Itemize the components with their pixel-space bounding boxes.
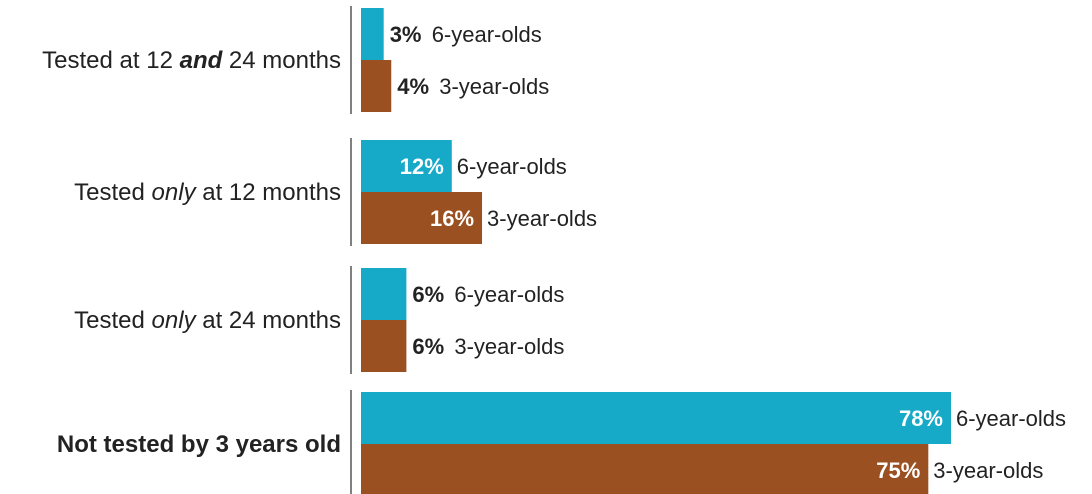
bar-3-year-olds-2 <box>361 192 483 244</box>
bar-labels: 3% 6-year-olds 4% 3-year-olds 12% 6-year-olds… <box>390 22 1066 483</box>
category-label-part: at 12 months <box>196 179 341 206</box>
category-label-part: Tested at 12 <box>42 47 179 74</box>
bar-3-year-olds-3 <box>361 320 407 372</box>
series-label-3-year-olds-2: 3-year-olds <box>487 206 597 231</box>
value-label-3-year-olds-2: 16% <box>430 206 474 231</box>
value-label-6-year-olds-3: 6% <box>412 282 444 307</box>
series-label-6-year-olds-2: 6-year-olds <box>457 154 567 179</box>
bars <box>361 8 951 494</box>
bar-6-year-olds-2 <box>361 140 452 192</box>
bar-6-year-olds-4 <box>361 392 951 444</box>
value-label-6-year-olds-2: 12% <box>400 154 444 179</box>
value-label-3-year-olds-4: 75% <box>876 458 920 483</box>
category-label-part: Tested <box>74 179 151 206</box>
category-label-3: Tested only at 24 months <box>74 307 341 334</box>
value-label-6-year-olds-4: 78% <box>899 406 943 431</box>
series-label-3-year-olds-1: 3-year-olds <box>439 74 549 99</box>
category-label-1: Tested at 12 and 24 months <box>42 47 341 74</box>
bar-3-year-olds-4 <box>361 444 929 494</box>
category-label-2: Tested only at 12 months <box>74 179 341 206</box>
category-label-part: Tested <box>74 307 151 334</box>
category-label-part: at 24 months <box>196 307 341 334</box>
category-label-part: only <box>152 179 198 206</box>
bar-6-year-olds-3 <box>361 268 407 320</box>
series-label-6-year-olds-4: 6-year-olds <box>956 406 1066 431</box>
category-label-part: and <box>180 47 224 74</box>
bar-6-year-olds-1 <box>361 8 384 60</box>
category-labels: Tested at 12 and 24 months Tested only at… <box>42 47 341 458</box>
series-label-3-year-olds-3: 3-year-olds <box>454 334 564 359</box>
value-label-6-year-olds-1: 3% <box>390 22 422 47</box>
value-label-3-year-olds-3: 6% <box>412 334 444 359</box>
category-label-part: only <box>152 307 198 334</box>
category-label-part: 24 months <box>222 47 341 74</box>
series-label-6-year-olds-3: 6-year-olds <box>454 282 564 307</box>
series-label-3-year-olds-4: 3-year-olds <box>933 458 1043 483</box>
value-label-3-year-olds-1: 4% <box>397 74 429 99</box>
series-label-6-year-olds-1: 6-year-olds <box>432 22 542 47</box>
category-label-4: Not tested by 3 years old <box>57 431 341 458</box>
bar-3-year-olds-1 <box>361 60 392 112</box>
category-label-part: Not tested by 3 years old <box>57 431 341 458</box>
